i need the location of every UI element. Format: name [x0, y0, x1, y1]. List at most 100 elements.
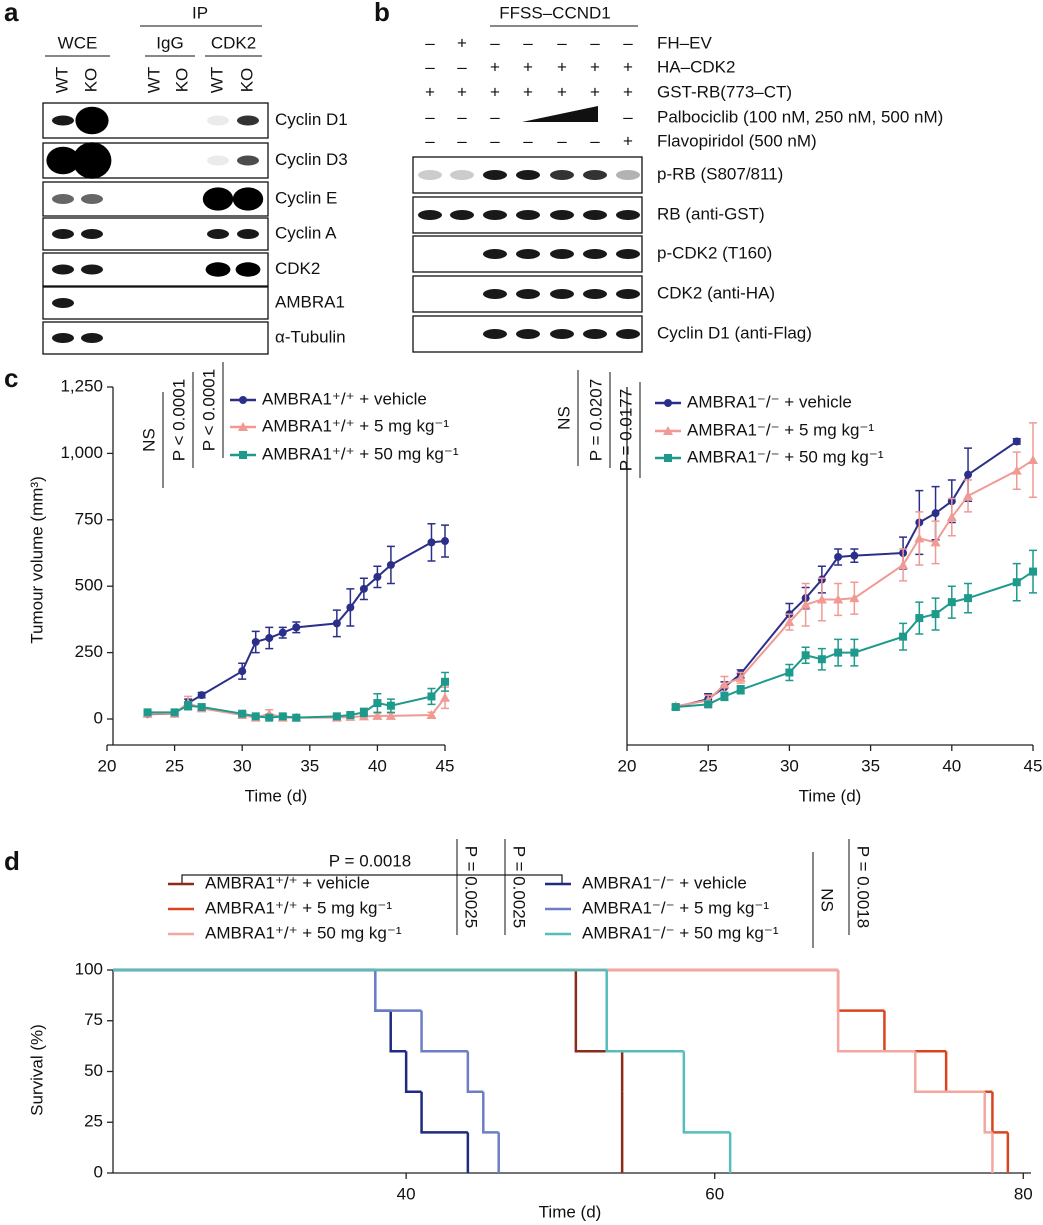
survival-step: [389, 1010, 407, 1053]
band: [550, 329, 574, 339]
band: [52, 115, 74, 126]
band: [46, 146, 80, 175]
lane-label: WT: [207, 67, 226, 93]
y-tick-label: 1,000: [60, 443, 103, 462]
blot-label: Cyclin D3: [275, 150, 348, 169]
x-tick-label: 25: [699, 756, 718, 775]
blot-label: Cyclin D1: [275, 110, 348, 129]
band: [616, 289, 640, 299]
band: [235, 262, 261, 277]
band: [583, 249, 607, 259]
blot-label: Cyclin A: [275, 223, 337, 242]
band: [616, 249, 640, 259]
y-tick-label: 0: [94, 1162, 103, 1181]
marker: [1012, 578, 1021, 587]
blot-label: RB (anti-GST): [657, 204, 765, 223]
blot-label: Cyclin E: [275, 188, 337, 207]
marker: [964, 594, 973, 603]
condition-symbol: +: [623, 57, 633, 76]
blot-label: p-CDK2 (T160): [657, 243, 772, 262]
annotation: P = 0.0025: [462, 846, 481, 928]
marker: [720, 692, 729, 701]
marker: [386, 560, 395, 569]
marker: [239, 396, 247, 404]
band: [205, 262, 231, 277]
x-axis-label: Time (d): [245, 786, 308, 805]
marker: [385, 710, 396, 720]
panel-label: d: [4, 846, 20, 876]
condition-symbol: –: [425, 107, 435, 126]
band: [52, 229, 74, 239]
marker: [801, 651, 810, 660]
marker: [239, 451, 247, 459]
marker: [784, 617, 795, 627]
condition-symbol: –: [490, 107, 500, 126]
marker: [816, 594, 827, 604]
marker: [427, 538, 436, 547]
construct-header: FFSS–CCND1: [499, 3, 610, 22]
band: [418, 210, 442, 220]
condition-symbol: –: [590, 131, 600, 150]
marker: [440, 692, 450, 702]
annotation: P = 0.0177: [616, 389, 635, 471]
x-tick-label: 40: [368, 756, 387, 775]
y-tick-label: 750: [75, 509, 103, 528]
y-tick-label: 0: [94, 708, 103, 727]
marker: [197, 691, 206, 700]
band: [516, 329, 540, 339]
marker: [170, 708, 179, 717]
y-tick-label: 1,250: [60, 376, 103, 395]
band: [516, 210, 540, 220]
annotation: P = 0.0025: [510, 846, 529, 928]
condition-symbol: +: [590, 82, 600, 101]
condition-label: Palbociclib (100 nM, 250 nM, 500 nM): [657, 107, 943, 126]
blot-label: p-RB (S807/811): [657, 164, 783, 183]
condition-symbol: –: [457, 131, 467, 150]
survival-step: [374, 970, 422, 1012]
band: [516, 289, 540, 299]
band: [583, 289, 607, 299]
panel-label: a: [4, 0, 19, 27]
marker: [359, 584, 368, 593]
survival-step: [682, 1051, 731, 1134]
band: [72, 142, 112, 179]
legend-label: AMBRA1⁻/⁻ + 5 mg kg⁻¹: [687, 420, 874, 439]
condition-symbol: +: [523, 57, 533, 76]
legend-label: AMBRA1⁺/⁺ + 5 mg kg⁻¹: [262, 416, 449, 435]
x-tick-label: 45: [436, 756, 455, 775]
band: [237, 115, 259, 126]
marker: [663, 426, 673, 435]
marker: [704, 700, 713, 709]
condition-symbol: +: [490, 82, 500, 101]
condition-symbol: –: [590, 33, 600, 52]
legend-label: AMBRA1⁻/⁻ + vehicle: [582, 873, 747, 892]
condition-symbol: +: [490, 57, 500, 76]
band: [483, 210, 507, 220]
series-line: [147, 540, 446, 716]
marker: [850, 551, 859, 560]
legend-label: AMBRA1⁻/⁻ + 50 mg kg⁻¹: [687, 447, 884, 466]
y-tick-label: 50: [84, 1061, 103, 1080]
legend-label: AMBRA1⁻/⁻ + vehicle: [687, 392, 852, 411]
band: [207, 115, 229, 126]
annotation: NS: [554, 406, 573, 430]
condition-symbol: –: [457, 57, 467, 76]
marker: [800, 599, 811, 609]
marker: [143, 708, 152, 717]
band: [81, 229, 103, 239]
series-line: [675, 459, 1034, 708]
y-tick-label: 500: [75, 576, 103, 595]
band: [516, 249, 540, 259]
band: [483, 249, 507, 259]
series-line: [147, 681, 446, 719]
band: [550, 170, 574, 180]
marker: [332, 712, 341, 721]
marker: [964, 470, 973, 479]
condition-label: HA–CDK2: [657, 57, 735, 76]
band: [232, 187, 264, 211]
marker: [427, 692, 436, 701]
marker: [899, 632, 908, 641]
band: [202, 187, 234, 211]
marker: [898, 559, 909, 569]
